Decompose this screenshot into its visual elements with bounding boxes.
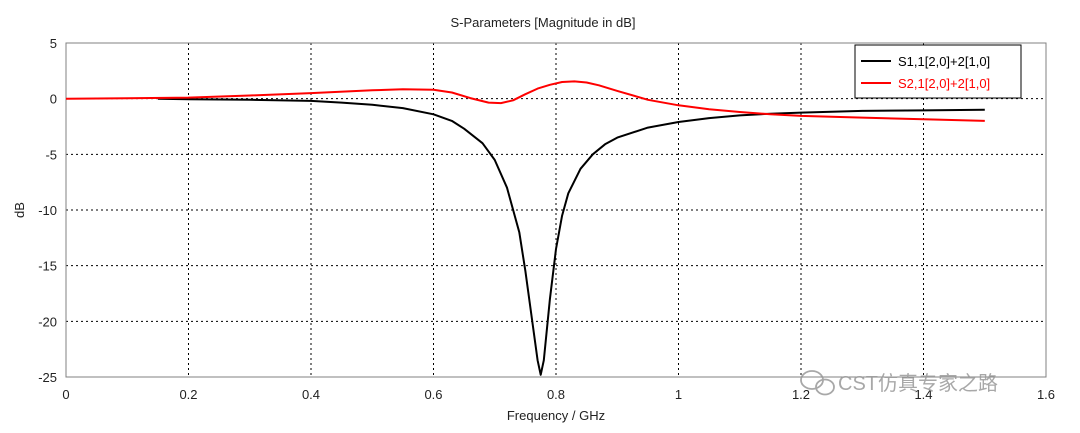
chart-title: S-Parameters [Magnitude in dB] bbox=[451, 15, 636, 30]
x-tick-label: 0.2 bbox=[179, 387, 197, 402]
series-lines bbox=[65, 80, 985, 376]
x-tick-label: 0.4 bbox=[302, 387, 320, 402]
legend-label-s21: S2,1[2,0]+2[1,0] bbox=[898, 76, 990, 91]
x-tick-label: 0 bbox=[62, 387, 69, 402]
legend: S1,1[2,0]+2[1,0] S2,1[2,0]+2[1,0] bbox=[854, 44, 1022, 99]
x-tick-label: 1.4 bbox=[914, 387, 932, 402]
x-axis-label: Frequency / GHz bbox=[507, 408, 605, 423]
x-tick-label: 1 bbox=[675, 387, 682, 402]
x-tick-label: 1.2 bbox=[792, 387, 810, 402]
watermark-text: CST仿真专家之路 bbox=[838, 372, 998, 395]
grid-lines bbox=[66, 43, 1046, 377]
legend-box bbox=[854, 44, 1022, 99]
plot-area-frame bbox=[65, 42, 1047, 378]
wechat-logo-icon bbox=[800, 370, 835, 396]
x-tick-label: 1.6 bbox=[1037, 387, 1055, 402]
y-tick-label: -20 bbox=[38, 314, 57, 329]
series-line-1 bbox=[65, 80, 985, 122]
legend-label-s11: S1,1[2,0]+2[1,0] bbox=[898, 54, 990, 69]
y-tick-label: -5 bbox=[45, 147, 57, 162]
y-tick-label: 5 bbox=[50, 36, 57, 51]
y-tick-label: -25 bbox=[38, 370, 57, 385]
y-tick-labels: 5 0 -5 -10 -15 -20 -25 bbox=[38, 36, 57, 385]
y-tick-label: -10 bbox=[38, 203, 57, 218]
watermark: CST仿真专家之路 bbox=[800, 370, 998, 396]
y-axis-label: dB bbox=[12, 202, 27, 218]
x-tick-label: 0.8 bbox=[547, 387, 565, 402]
series-line-0 bbox=[157, 97, 985, 376]
x-tick-labels: 0 0.2 0.4 0.6 0.8 1 1.2 1.4 1.6 bbox=[62, 387, 1055, 402]
x-tick-label: 0.6 bbox=[424, 387, 442, 402]
y-tick-label: 0 bbox=[50, 92, 57, 107]
y-tick-label: -15 bbox=[38, 259, 57, 274]
